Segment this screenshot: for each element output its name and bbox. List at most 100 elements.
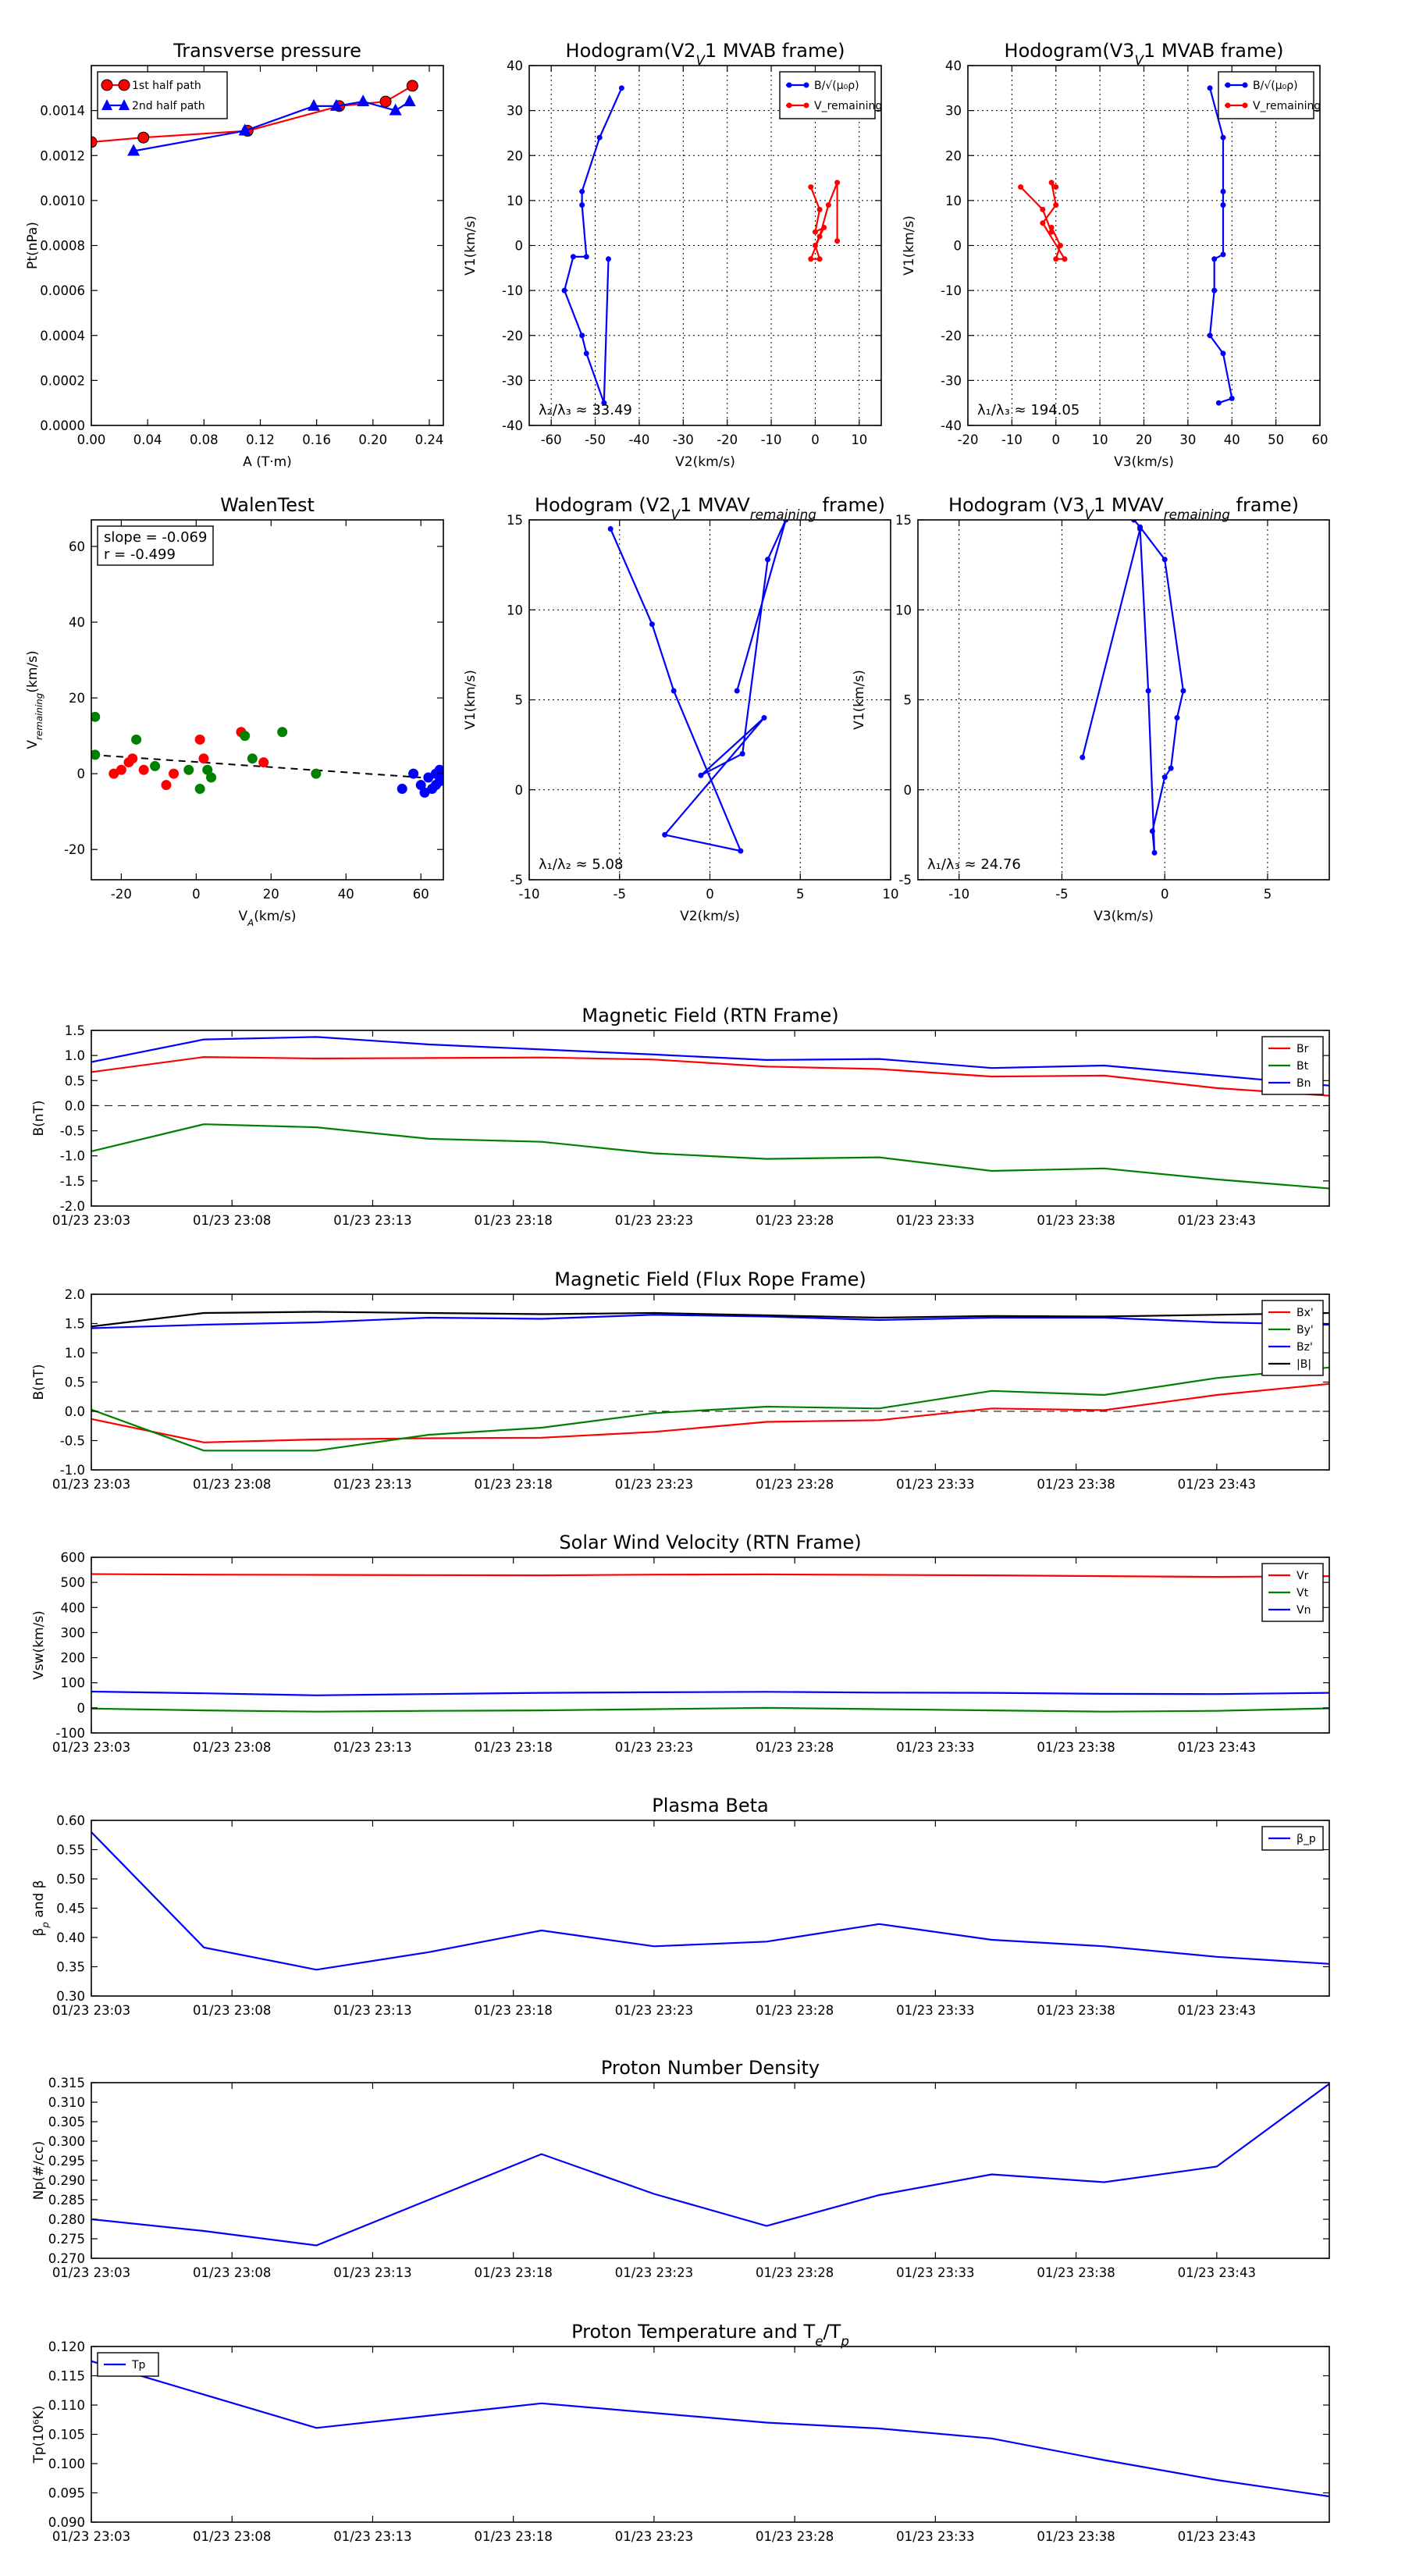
series-line-Bz': [91, 1314, 1329, 1329]
series-group: [91, 1036, 1329, 1190]
chart-bflux: 01/23 23:03 01/23 23:08 01/23 23:13 01/23 2…: [31, 1268, 1330, 1492]
x-tick-label: 01/23 23:23: [615, 1740, 693, 1755]
chart-title: Solar Wind Velocity (RTN Frame): [559, 1532, 861, 1553]
series-line-line: [610, 520, 787, 852]
data-point: [1211, 287, 1218, 294]
chart-title: Magnetic Field (RTN Frame): [582, 1005, 838, 1026]
x-tick-label: 0: [706, 887, 714, 902]
x-tick-label: 01/23 23:08: [193, 2003, 271, 2018]
data-point: [816, 206, 823, 212]
series-group: [91, 2360, 1329, 2498]
y-tick-label: 40: [507, 59, 523, 73]
legend-label: β_p: [1297, 1833, 1316, 1845]
chart-h1: -60 -50 -40 -30 -20 -10 0 10 -40 -30 -20 -10 0 10 20 30…: [463, 40, 882, 470]
y-tick-label: 0.280: [48, 2212, 85, 2227]
scatter-point: [127, 753, 138, 764]
y-tick-label: 30: [507, 104, 523, 119]
data-point: [670, 688, 677, 694]
x-tick-label: 01/23 23:03: [52, 2003, 130, 2018]
data-point: [1057, 243, 1063, 248]
data-point: [605, 256, 611, 262]
stats-text: r = -0.499: [104, 546, 176, 563]
x-tick-label: 01/23 23:28: [756, 2265, 834, 2280]
y-tick-label: 0.45: [56, 1902, 85, 1916]
x-tick-label: 0: [192, 887, 201, 902]
scatter-point: [194, 784, 205, 795]
y-tick-label: 20: [69, 691, 85, 706]
y-tick-label: 0.115: [48, 2369, 85, 2384]
x-tick-label: 01/23 23:08: [193, 2529, 271, 2544]
x-tick-label: 01/23 23:28: [756, 2003, 834, 2018]
y-tick-label: 5: [515, 693, 524, 708]
y-tick-label: 10: [507, 603, 523, 617]
series-line-B/√(μ₀ρ): [563, 87, 623, 404]
data-point: [579, 188, 585, 194]
x-tick-label: 01/23 23:03: [52, 2529, 130, 2544]
y-tick-label: -10: [502, 283, 523, 298]
data-point: [1149, 828, 1155, 834]
y-tick-label: 400: [61, 1600, 86, 1615]
x-tick-label: -20: [958, 432, 979, 447]
scatter-point: [116, 764, 126, 775]
scatter-point: [138, 764, 149, 775]
x-tick-label: 01/23 23:43: [1178, 2265, 1256, 2280]
plot-frame: [91, 2346, 1330, 2523]
x-tick-label: 01/23 23:28: [756, 1213, 834, 1228]
y-tick-label: 15: [507, 513, 523, 528]
data-point: [734, 688, 740, 694]
data-point: [821, 224, 827, 230]
y-tick-label: 0.0000: [40, 418, 85, 433]
series-group: [91, 1311, 1329, 1452]
y-tick-label: 0.60: [56, 1813, 85, 1828]
scatter-point: [169, 768, 180, 779]
plot-frame: [91, 1030, 1330, 1207]
chart-bfield: 01/23 23:03 01/23 23:08 01/23 23:13 01/23 2…: [31, 1005, 1330, 1228]
plot-frame: [91, 1557, 1330, 1734]
x-tick-label: 01/23 23:23: [615, 2003, 693, 2018]
series-line-Bx': [91, 1382, 1329, 1443]
scatter-point: [397, 784, 407, 795]
data-point: [1131, 520, 1137, 523]
data-point: [825, 202, 831, 208]
y-tick-label: 0.0014: [40, 104, 85, 119]
x-tick-label: 01/23 23:13: [333, 1477, 411, 1492]
y-axis-label: B(nT): [31, 1364, 47, 1400]
x-tick-label: 0: [1052, 432, 1061, 447]
y-tick-label: 0.105: [48, 2428, 85, 2443]
data-point: [607, 526, 614, 532]
scatter-point: [277, 727, 288, 738]
data-point: [1220, 350, 1226, 357]
x-tick-label: 20: [1136, 432, 1152, 447]
plot-frame: [91, 65, 444, 426]
data-point: [834, 238, 841, 244]
y-tick-label: 0.120: [48, 2339, 85, 2354]
x-tick-label: -5: [1055, 887, 1068, 902]
y-tick-label: 0.310: [48, 2095, 85, 2110]
y-tick-label: 0.55: [56, 1843, 85, 1858]
x-tick-label: 0: [811, 432, 820, 447]
y-tick-label: 0: [77, 767, 86, 781]
y-tick-label: 1.0: [65, 1346, 85, 1361]
chart-vsw: 01/23 23:03 01/23 23:08 01/23 23:13 01/23 2…: [31, 1532, 1330, 1755]
y-tick-label: -30: [502, 373, 523, 388]
legend-label: Vr: [1297, 1570, 1309, 1582]
x-tick-label: 0.04: [133, 432, 162, 447]
data-point: [816, 256, 823, 262]
x-tick-label: 40: [1224, 432, 1240, 447]
data-point: [1220, 202, 1226, 208]
chart-title: Magnetic Field (Flux Rope Frame): [554, 1268, 866, 1290]
y-tick-label: -20: [64, 842, 85, 857]
data-point: [1180, 688, 1186, 694]
y-axis-label: Vremaining(km/s): [25, 650, 44, 749]
x-tick-label: 10: [851, 432, 867, 447]
data-point: [570, 254, 576, 260]
series-line-Br: [91, 1055, 1329, 1097]
chart-title: Hodogram(V3V1 MVAB frame): [1005, 40, 1284, 68]
legend: Br Bt Bn: [1261, 1036, 1324, 1095]
x-tick-label: 01/23 23:38: [1037, 2003, 1115, 2018]
eigenvalue-ratio-label: λ₁/λ₃ ≈ 24.76: [927, 856, 1021, 873]
scatter-point: [434, 764, 443, 775]
data-point: [238, 123, 251, 136]
x-tick-label: 01/23 23:38: [1037, 2265, 1115, 2280]
